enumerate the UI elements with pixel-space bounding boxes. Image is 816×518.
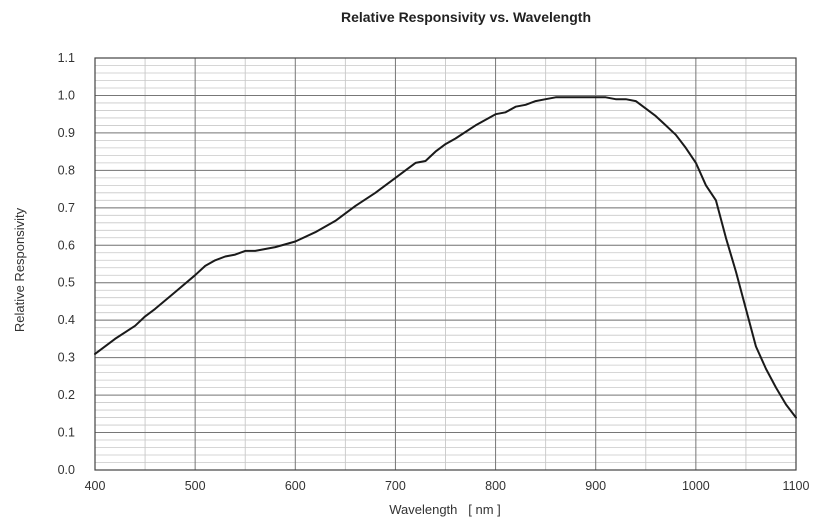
x-tick-label: 900 <box>585 479 606 493</box>
x-tick-label: 700 <box>385 479 406 493</box>
y-tick-label: 1.0 <box>58 88 75 102</box>
x-tick-label: 500 <box>185 479 206 493</box>
x-tick-label: 600 <box>285 479 306 493</box>
y-axis-ticks: 0.0 0.1 0.2 0.3 0.4 0.5 0.6 0.7 0.8 0.9 1.0 1.1 <box>58 51 75 477</box>
y-tick-label: 0.3 <box>58 351 75 365</box>
series-layer <box>94 96 797 419</box>
y-tick-label: 0.6 <box>58 238 75 252</box>
y-tick-label: 0.7 <box>58 201 75 215</box>
y-tick-label: 0.0 <box>58 463 75 477</box>
y-axis-label: Relative Responsivity <box>12 207 27 332</box>
y-tick-label: 0.1 <box>58 426 75 440</box>
x-axis-ticks: 400 500 600 700 800 900 1000 1100 <box>85 479 810 493</box>
y-tick-label: 0.4 <box>58 313 75 327</box>
y-tick-label: 0.9 <box>58 126 75 140</box>
x-tick-label: 1000 <box>682 479 710 493</box>
y-tick-label: 0.8 <box>58 163 75 177</box>
y-tick-label: 0.2 <box>58 388 75 402</box>
minor-gridlines <box>95 58 796 470</box>
x-tick-label: 400 <box>85 479 106 493</box>
major-gridlines <box>95 58 796 470</box>
x-axis-label: Wavelength [ nm ] <box>389 502 501 517</box>
y-tick-label: 0.5 <box>58 276 75 290</box>
y-tick-label: 1.1 <box>58 51 75 65</box>
x-tick-label: 800 <box>485 479 506 493</box>
x-tick-label: 1100 <box>783 479 810 493</box>
plot-frame <box>94 57 797 471</box>
series-line-0 <box>94 96 797 419</box>
chart-title: Relative Responsivity vs. Wavelength <box>341 9 591 25</box>
